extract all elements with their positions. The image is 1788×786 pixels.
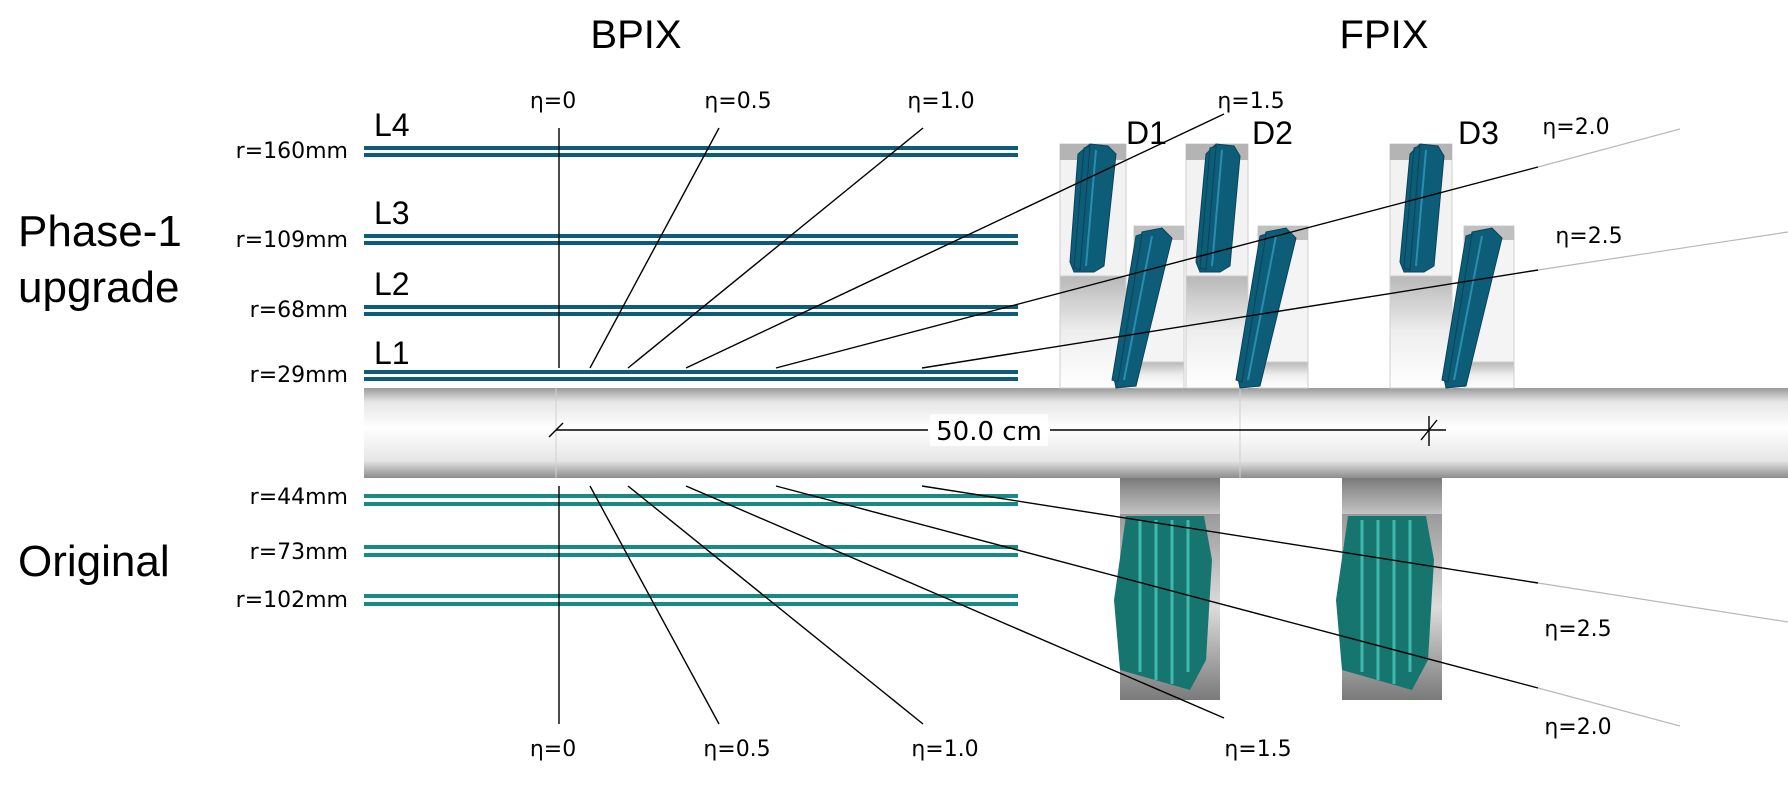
radius-label-l1: r=29mm bbox=[250, 363, 348, 388]
scale-label: 50.0 cm bbox=[936, 417, 1042, 447]
disk-label-d2: D2 bbox=[1252, 115, 1293, 151]
radius-label-orig-2: r=73mm bbox=[250, 540, 348, 565]
radius-label-orig-1: r=44mm bbox=[250, 485, 348, 510]
scale-bar bbox=[548, 416, 1446, 446]
eta-labels-upper: η=0 η=0.5 η=1.0 η=1.5 η=2.0 η=2.5 bbox=[530, 89, 1623, 249]
phase1-layer-labels: L4 L3 L2 L1 r=160mm r=109mm r=68mm r=29m… bbox=[236, 107, 410, 388]
original-layer-labels: r=44mm r=73mm r=102mm bbox=[236, 485, 348, 613]
eta-lines-lower bbox=[558, 485, 1539, 725]
layer-label-l3: L3 bbox=[374, 195, 410, 231]
eta-upper-1-0: η=1.0 bbox=[907, 89, 974, 114]
eta-labels-lower: η=0 η=0.5 η=1.0 η=1.5 η=2.5 η=2.0 bbox=[530, 617, 1612, 762]
phase1-label-line1: Phase-1 bbox=[18, 207, 182, 256]
scale-label-bg bbox=[930, 414, 1048, 446]
eta-upper-2-0: η=2.0 bbox=[1542, 115, 1609, 140]
disk-label-d1: D1 bbox=[1126, 115, 1167, 151]
radius-label-orig-3: r=102mm bbox=[236, 588, 348, 613]
original-label: Original bbox=[18, 537, 170, 586]
radius-label-l4: r=160mm bbox=[236, 139, 348, 164]
disk-label-d3: D3 bbox=[1458, 115, 1499, 151]
eta-upper-2-5: η=2.5 bbox=[1555, 224, 1622, 249]
eta-lower-0: η=0 bbox=[530, 737, 576, 762]
phase1-module-highlights bbox=[1085, 149, 1483, 381]
eta-upper-0-5: η=0.5 bbox=[704, 89, 771, 114]
radius-label-l3: r=109mm bbox=[236, 228, 348, 253]
original-barrel-layers bbox=[364, 494, 1018, 606]
fpix-title: FPIX bbox=[1340, 13, 1429, 57]
eta-lines-upper-faded bbox=[1537, 128, 1788, 271]
phase1-barrel-layers bbox=[364, 146, 1018, 381]
eta-upper-0: η=0 bbox=[530, 89, 576, 114]
layer-label-l1: L1 bbox=[374, 335, 410, 371]
layer-label-l2: L2 bbox=[374, 266, 410, 302]
radius-label-l2: r=68mm bbox=[250, 298, 348, 323]
eta-lower-1-5: η=1.5 bbox=[1224, 737, 1291, 762]
phase1-disk-modules bbox=[1069, 143, 1503, 389]
phase1-label-line2: upgrade bbox=[18, 263, 179, 312]
layer-label-l4: L4 bbox=[374, 107, 410, 143]
eta-lower-2-0: η=2.0 bbox=[1544, 715, 1611, 740]
eta-lower-2-5: η=2.5 bbox=[1544, 617, 1611, 642]
eta-lower-1-0: η=1.0 bbox=[911, 737, 978, 762]
bpix-title: BPIX bbox=[590, 13, 681, 57]
beam-pipe bbox=[364, 388, 1788, 478]
eta-upper-1-5: η=1.5 bbox=[1217, 89, 1284, 114]
eta-lower-0-5: η=0.5 bbox=[703, 737, 770, 762]
eta-lines-upper bbox=[558, 113, 1539, 369]
eta-lines-lower-faded bbox=[1537, 582, 1788, 727]
original-disk-modules bbox=[1114, 516, 1434, 690]
